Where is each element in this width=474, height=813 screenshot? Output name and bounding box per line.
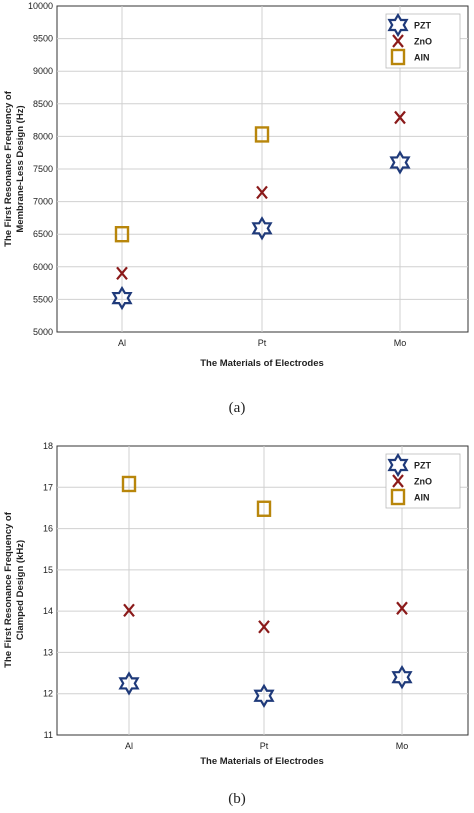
x-tick-label: Pt — [260, 741, 269, 751]
legend-marker-zno — [392, 34, 404, 48]
y-tick-label: 10000 — [28, 1, 53, 11]
data-point-pzt — [253, 683, 275, 708]
y-axis-label-a-line1: The First Resonance Frequency of — [3, 90, 14, 247]
legend-label-pzt: PZT — [414, 461, 432, 471]
data-point-zno — [394, 110, 406, 125]
legend-label-aln: AlN — [414, 53, 430, 63]
data-point-pzt — [111, 285, 133, 311]
y-tick-label: 7000 — [33, 197, 53, 207]
y-ticks-a: 5000 5500 6000 6500 7000 7500 8000 8500 9000 9500… — [28, 1, 53, 337]
y-tick-label: 11 — [44, 730, 53, 740]
grid-a — [57, 6, 468, 332]
x-tick-label: Al — [118, 338, 126, 348]
legend-b: PZT ZnO AlN — [385, 452, 461, 509]
y-axis-label-a-line2: Membrane-Less Design (Hz) — [15, 105, 26, 232]
x-tick-label: Mo — [394, 338, 407, 348]
data-point-zno — [123, 603, 135, 618]
legend-marker-aln — [390, 488, 406, 506]
data-point-aln — [121, 475, 137, 493]
y-tick-label: 6500 — [33, 229, 53, 239]
y-tick-label: 5500 — [33, 294, 53, 304]
y-tick-label: 9500 — [33, 34, 53, 44]
y-axis-label-b-line2: Clamped Design (kHz) — [15, 540, 26, 640]
chart-b: 11 12 13 14 15 16 17 18 Al Pt Mo The Materials of… — [3, 441, 469, 807]
legend-a: PZT ZnO AlN — [385, 12, 461, 69]
chart-a: 5000 5500 6000 6500 7000 7500 8000 8500 9000 9500… — [3, 1, 469, 416]
y-tick-label: 15 — [43, 565, 53, 575]
y-tick-label: 16 — [43, 524, 53, 534]
y-ticks-b: 11 12 13 14 15 16 17 18 — [43, 441, 53, 740]
data-point-pzt — [118, 671, 140, 696]
y-tick-label: 14 — [43, 606, 53, 616]
data-point-zno — [396, 601, 408, 615]
x-tick-label: Mo — [396, 741, 409, 751]
y-tick-label: 18 — [43, 441, 53, 451]
x-tick-label: Al — [125, 741, 133, 751]
y-tick-label: 17 — [43, 482, 53, 492]
data-point-zno — [258, 620, 270, 634]
y-tick-label: 12 — [43, 689, 53, 699]
legend-marker-pzt — [387, 12, 409, 38]
y-tick-label: 8000 — [33, 131, 53, 141]
data-point-pzt — [389, 150, 411, 175]
data-point-zno — [116, 266, 128, 281]
data-point-aln — [256, 500, 272, 517]
legend-label-pzt: PZT — [414, 21, 432, 31]
legend-marker-aln — [390, 48, 406, 66]
x-ticks-b: Al Pt Mo — [125, 741, 408, 751]
x-axis-label-a: The Materials of Electrodes — [200, 358, 324, 369]
data-point-aln — [254, 126, 270, 143]
caption-b: (b) — [228, 791, 246, 807]
data-point-pzt — [251, 216, 273, 241]
x-axis-label-b: The Materials of Electrodes — [200, 756, 324, 767]
data-point-pzt — [391, 665, 413, 690]
y-tick-label: 5000 — [33, 327, 53, 337]
y-tick-label: 13 — [43, 647, 53, 657]
x-ticks-a: Al Pt Mo — [118, 338, 406, 348]
data-point-aln — [114, 225, 130, 243]
legend-label-aln: AlN — [414, 493, 430, 503]
y-tick-label: 8500 — [33, 99, 53, 109]
x-tick-label: Pt — [258, 338, 267, 348]
legend-label-zno: ZnO — [414, 37, 432, 47]
y-tick-label: 7500 — [33, 164, 53, 174]
y-tick-label: 9000 — [33, 66, 53, 76]
y-axis-label-b-line1: The First Resonance Frequency of — [3, 511, 14, 668]
legend-marker-pzt — [387, 452, 409, 478]
y-tick-label: 6000 — [33, 262, 53, 272]
caption-a: (a) — [229, 400, 246, 416]
legend-label-zno: ZnO — [414, 477, 432, 487]
legend-marker-zno — [392, 474, 404, 488]
data-point-zno — [256, 185, 268, 200]
